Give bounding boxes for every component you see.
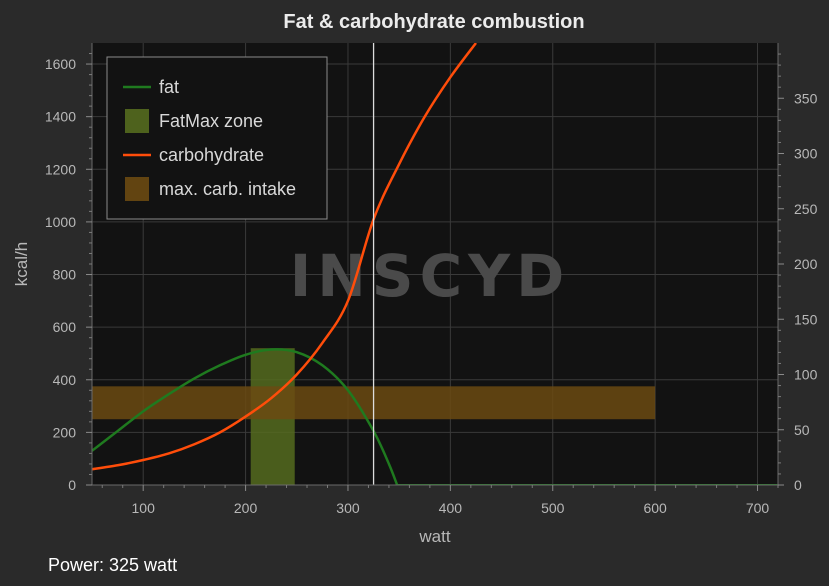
x-tick-label: 600 xyxy=(643,500,667,516)
legend-item-max-carb-intake-label: max. carb. intake xyxy=(159,179,296,199)
y-tick-label: 1200 xyxy=(45,161,76,177)
y2-tick-label: 200 xyxy=(794,256,818,272)
legend: fat FatMax zone carbohydrate max. carb. int… xyxy=(106,56,328,220)
y-tick-label: 200 xyxy=(53,424,77,440)
legend-item-fatmax-zone-swatch xyxy=(125,109,149,133)
y-tick-label: 800 xyxy=(53,267,77,283)
y-tick-label: 400 xyxy=(53,372,77,388)
y2-tick-label: 250 xyxy=(794,201,818,217)
y-tick-label: 1600 xyxy=(45,56,76,72)
x-tick-label: 200 xyxy=(234,500,258,516)
chart-title: Fat & carbohydrate combustion xyxy=(283,11,584,33)
legend-item-fat-label: fat xyxy=(159,77,179,97)
legend-item-fatmax-zone-label: FatMax zone xyxy=(159,111,263,131)
y2-tick-label: 50 xyxy=(794,422,810,438)
x-tick-label: 100 xyxy=(132,500,156,516)
y2-tick-label: 150 xyxy=(794,311,818,327)
x-axis-label: watt xyxy=(418,527,450,546)
y2-tick-label: 350 xyxy=(794,90,818,106)
legend-item-carbohydrate-label: carbohydrate xyxy=(159,145,264,165)
y2-tick-label: 100 xyxy=(794,367,818,383)
series-fat xyxy=(92,348,399,485)
watermark: INSCYD xyxy=(290,242,571,310)
x-tick-label: 300 xyxy=(336,500,360,516)
series-carbohydrate xyxy=(92,43,477,471)
axis-layer: 100 200 300 400 500 600 7000200400600800100012… xyxy=(45,43,818,516)
y-tick-label: 1000 xyxy=(45,214,76,230)
series-layer xyxy=(92,43,778,485)
x-tick-label: 400 xyxy=(439,500,463,516)
power-readout: Power: 325 watt xyxy=(48,555,178,575)
y2-tick-label: 0 xyxy=(794,477,802,493)
x-tick-label: 700 xyxy=(746,500,770,516)
y2-tick-label: 300 xyxy=(794,146,818,162)
y-axis-label: kcal/h xyxy=(12,242,31,286)
y-tick-label: 1400 xyxy=(45,109,76,125)
x-tick-label: 500 xyxy=(541,500,565,516)
y-tick-label: 600 xyxy=(53,319,77,335)
legend-item-max-carb-intake-swatch xyxy=(125,177,149,201)
y-tick-label: 0 xyxy=(68,477,76,493)
